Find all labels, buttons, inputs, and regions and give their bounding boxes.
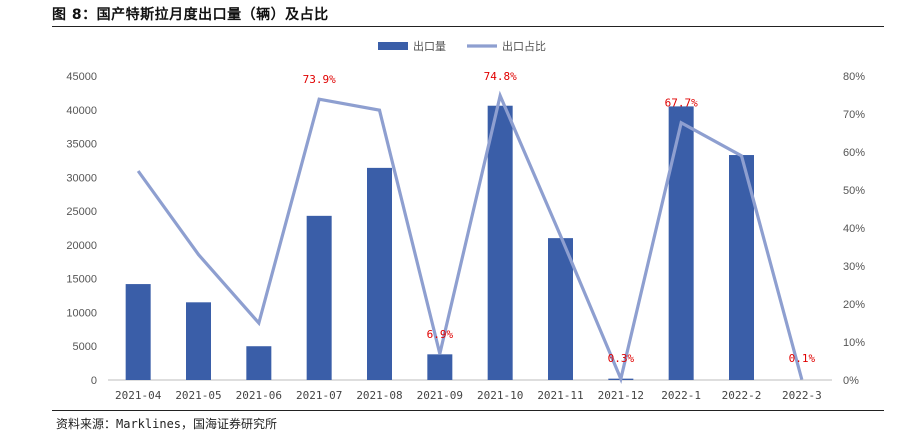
- bar: [668, 106, 694, 381]
- x-tick-label: 2022-3: [782, 389, 822, 402]
- ratio-line: [136, 90, 804, 385]
- y-left-tick-label: 15000: [66, 274, 97, 286]
- legend-swatch-bar: [378, 42, 408, 50]
- x-tick-label: 2021-06: [236, 389, 282, 402]
- bar: [487, 105, 513, 381]
- bar: [125, 284, 151, 380]
- y-right-tick-label: 50%: [843, 185, 865, 197]
- data-label: 67.7%: [665, 97, 698, 110]
- y-right-tick-label: 10%: [843, 337, 865, 349]
- y-right-tick-label: 80%: [843, 71, 865, 83]
- bar: [246, 346, 272, 380]
- x-tick-label: 2021-05: [175, 389, 221, 402]
- y-left-tick-label: 20000: [66, 240, 97, 252]
- y-left-tick-label: 5000: [73, 341, 97, 353]
- x-tick-label: 2021-08: [356, 389, 402, 402]
- title-rule: [52, 26, 884, 27]
- x-tick-label: 2021-11: [537, 389, 583, 402]
- legend-label-line: 出口占比: [502, 39, 546, 53]
- y-left-tick-label: 10000: [66, 307, 97, 319]
- y-left-tick-label: 25000: [66, 206, 97, 218]
- bar: [548, 238, 573, 380]
- bar: [186, 302, 211, 380]
- bar: [367, 167, 392, 380]
- y-right-tick-label: 20%: [843, 299, 865, 311]
- y-right-tick-label: 0%: [843, 375, 859, 387]
- x-tick-label: 2022-1: [661, 389, 701, 402]
- bar: [427, 354, 453, 380]
- x-tick-label: 2021-12: [598, 389, 644, 402]
- y-right-tick-label: 60%: [843, 147, 865, 159]
- y-left-tick-label: 0: [91, 375, 97, 387]
- x-tick-label: 2021-10: [477, 389, 523, 402]
- chart-title: 图 8：国产特斯拉月度出口量（辆）及占比: [52, 7, 329, 23]
- y-left-tick-label: 40000: [66, 105, 97, 117]
- x-tick-label: 2021-07: [296, 389, 342, 402]
- y-right-tick-label: 30%: [843, 261, 865, 273]
- y-left-tick-label: 45000: [66, 71, 97, 83]
- y-right-tick-label: 40%: [843, 223, 865, 235]
- data-label: 73.9%: [303, 73, 336, 86]
- source-note: 资料来源：Marklines，国海证券研究所: [56, 417, 278, 431]
- y-right-tick-label: 70%: [843, 109, 865, 121]
- data-label: 0.3%: [608, 352, 635, 365]
- data-label: 0.1%: [789, 352, 816, 365]
- y-left-tick-label: 35000: [66, 139, 97, 151]
- legend-label-bar: 出口量: [413, 39, 446, 53]
- data-label: 6.9%: [427, 328, 454, 341]
- y-left-tick-label: 30000: [66, 172, 97, 184]
- bar: [306, 215, 332, 380]
- x-tick-label: 2021-09: [417, 389, 463, 402]
- footer-rule: [52, 410, 884, 411]
- x-tick-label: 2021-04: [115, 389, 162, 402]
- data-label: 74.8%: [484, 70, 517, 83]
- x-tick-label: 2022-2: [722, 389, 762, 402]
